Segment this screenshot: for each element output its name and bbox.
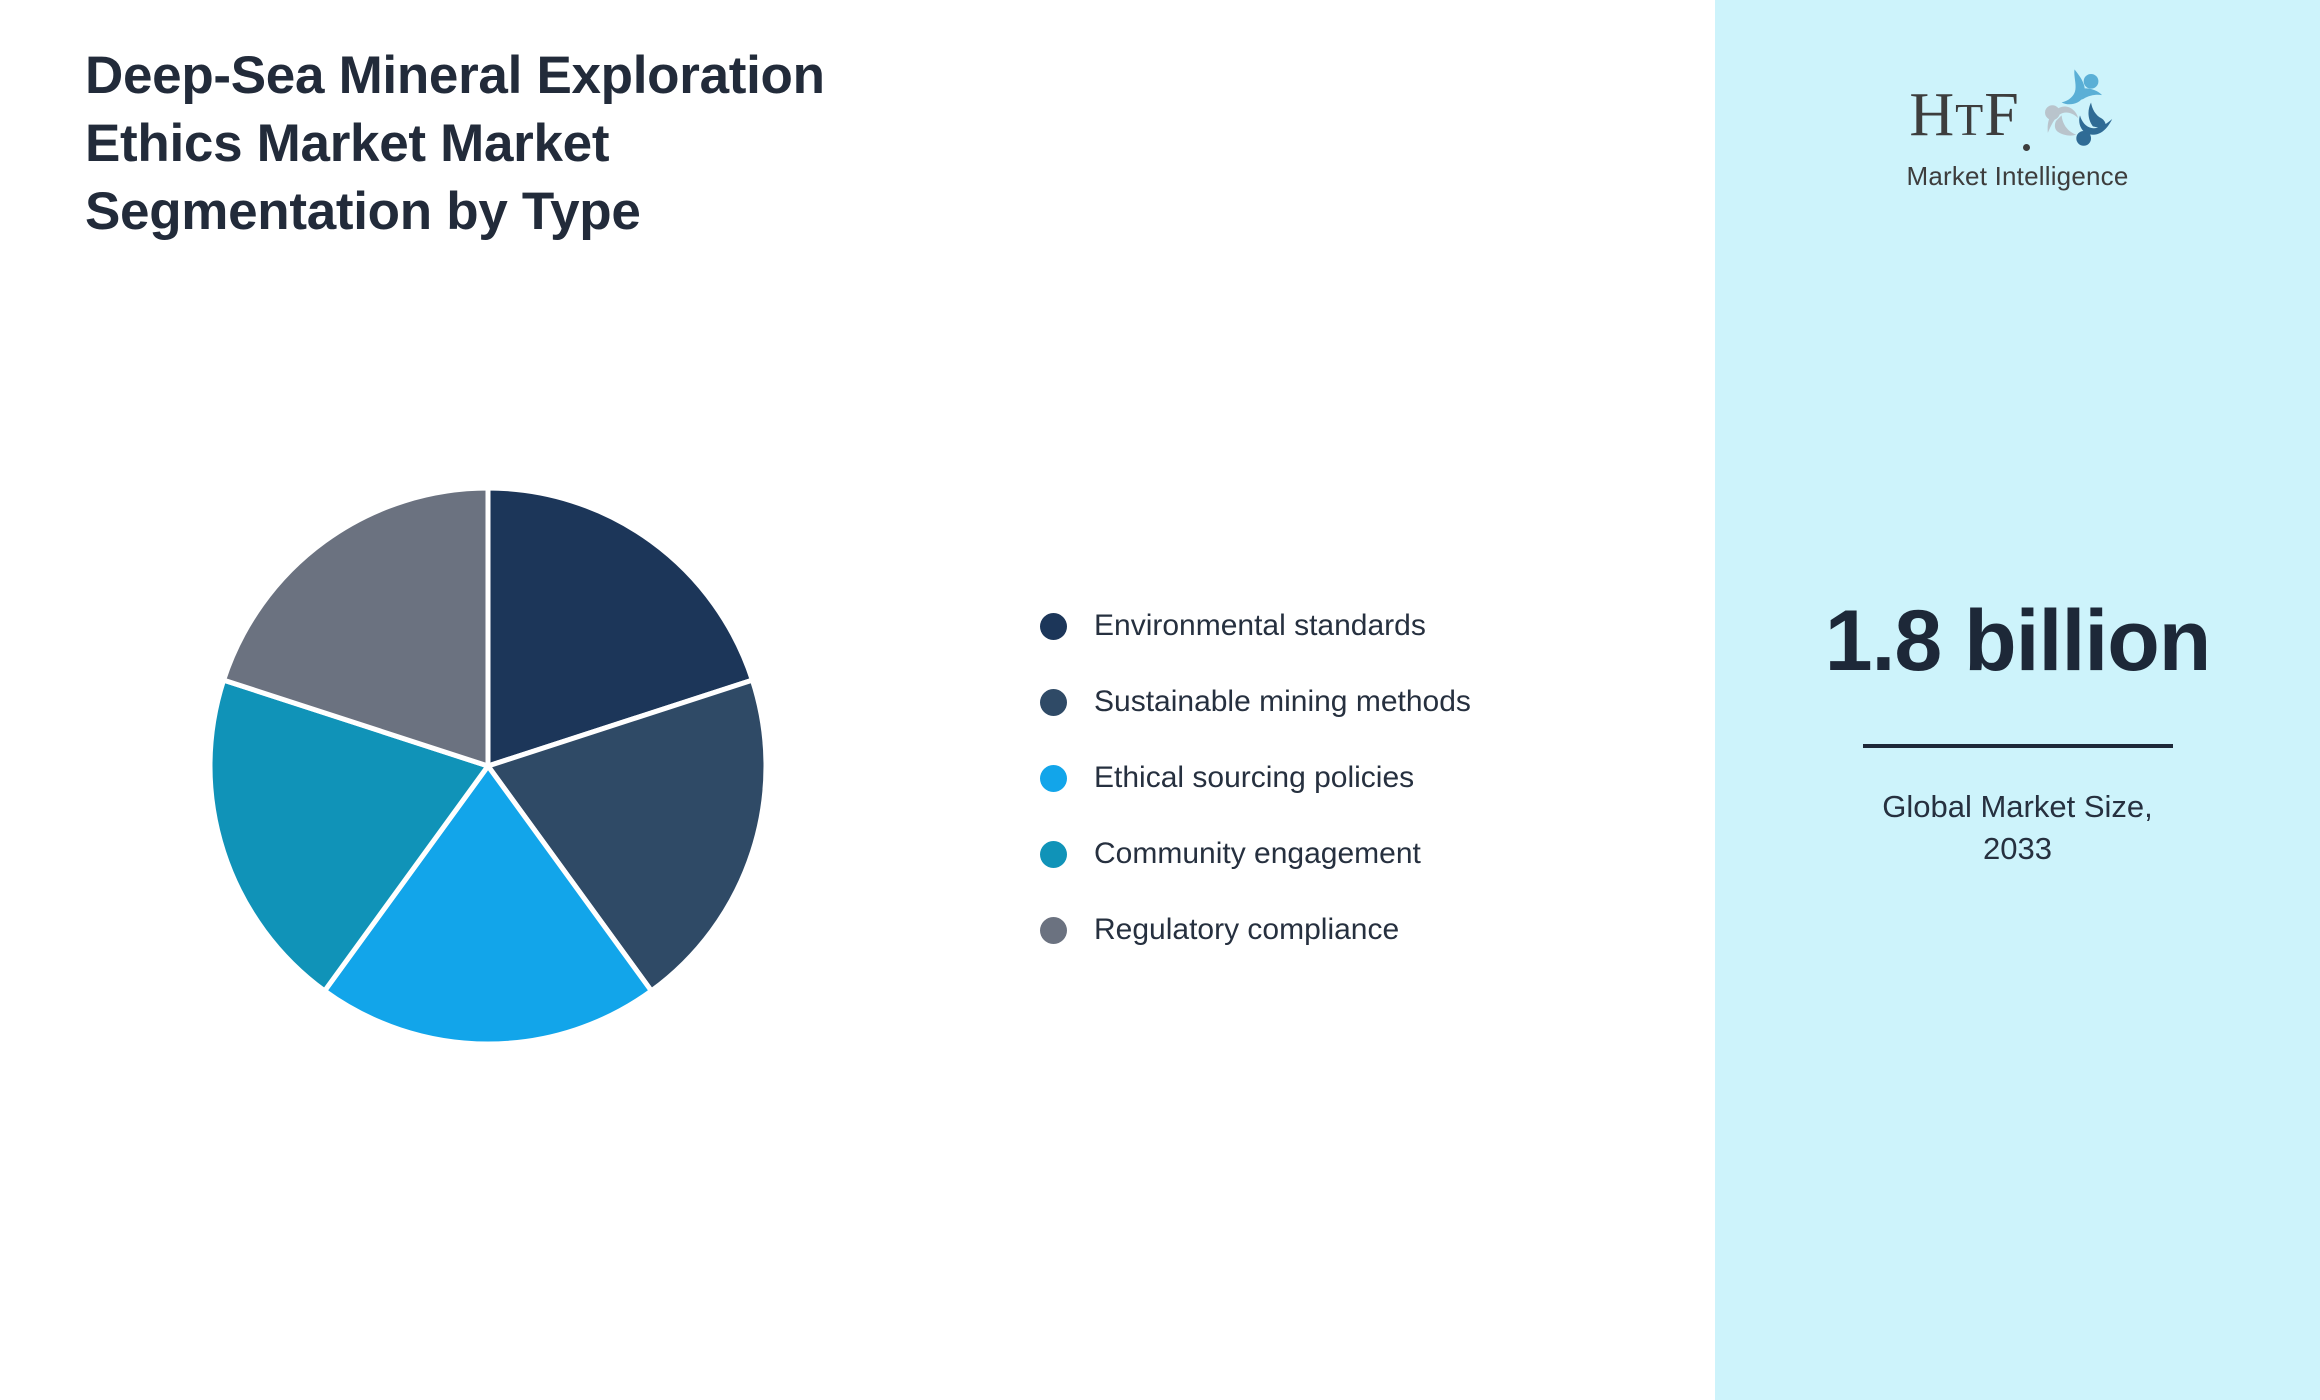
logo-letter-t: T (1955, 93, 1985, 145)
page-title: Deep-Sea Mineral Exploration Ethics Mark… (85, 46, 825, 241)
legend-item[interactable]: Ethical sourcing policies (1040, 740, 1640, 816)
legend-item[interactable]: Regulatory compliance (1040, 892, 1640, 968)
triskelion-people-icon (2034, 62, 2126, 159)
legend-swatch-icon (1040, 916, 1067, 944)
right-panel: HTF (1715, 0, 2320, 1400)
legend-item-label: Regulatory compliance (1094, 913, 1400, 946)
legend-item[interactable]: Community engagement (1040, 816, 1640, 892)
stat-divider (1862, 744, 2173, 748)
legend-item-label: Sustainable mining methods (1094, 685, 1471, 718)
legend-item[interactable]: Environmental standards (1040, 588, 1640, 664)
pie-slice[interactable] (322, 763, 654, 1047)
market-size-caption: Global Market Size, 2033 (1882, 789, 2153, 866)
logo-row: HTF (1909, 62, 2125, 159)
logo-letter-f: F (1984, 80, 2020, 149)
market-size-value: 1.8 billion (1824, 593, 2212, 689)
pie-chart-svg (207, 485, 769, 1047)
pie-slice[interactable] (207, 677, 491, 994)
legend-item-label: Ethical sourcing policies (1094, 761, 1415, 794)
stat-block: 1.8 billion Global Market Size, 2033 (1715, 598, 2320, 870)
pie-slice[interactable] (485, 677, 769, 994)
legend-item-label: Environmental standards (1094, 609, 1426, 642)
left-panel: Deep-Sea Mineral Exploration Ethics Mark… (85, 46, 1640, 1066)
legend-item[interactable]: Sustainable mining methods (1040, 664, 1640, 740)
logo-dot-icon (2022, 144, 2030, 151)
chart-legend: Environmental standards Sustainable minin… (1040, 588, 1640, 968)
legend-item-label: Community engagement (1094, 837, 1421, 870)
logo-letter-h: H (1909, 80, 1956, 149)
legend-swatch-icon (1040, 840, 1067, 868)
pie-chart (188, 466, 788, 1066)
brand-logo: HTF (1715, 62, 2320, 192)
legend-swatch-icon (1040, 612, 1067, 640)
pie-slice[interactable] (485, 485, 755, 769)
pie-slice[interactable] (221, 485, 491, 769)
legend-swatch-icon (1040, 688, 1067, 716)
logo-wordmark: HTF (1909, 84, 2019, 146)
logo-tagline: Market Intelligence (1906, 161, 2129, 191)
legend-swatch-icon (1040, 764, 1067, 792)
